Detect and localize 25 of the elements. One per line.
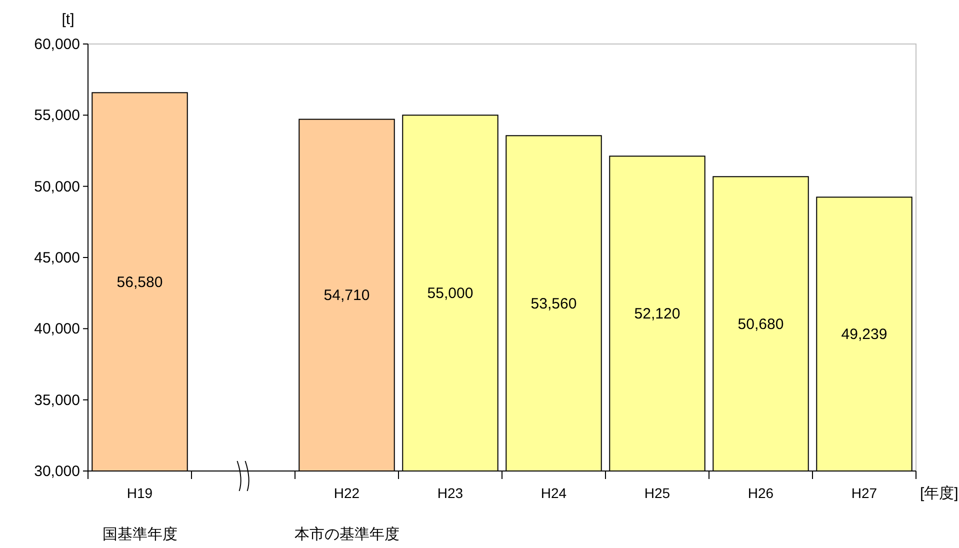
data-label: 56,580: [116, 274, 163, 291]
text: 本市の基準年度: [294, 526, 400, 543]
y-tick-label: 60,000: [34, 36, 80, 53]
x-tick-label: H26: [748, 485, 774, 501]
y-tick-label: 45,000: [34, 250, 80, 266]
x-tick-label: H19: [126, 485, 153, 501]
y-tick-label: 40,000: [34, 320, 80, 338]
x-tick-label: H27: [851, 485, 878, 501]
data-label: 55,000: [427, 285, 474, 302]
data-label: 49,239: [841, 326, 888, 344]
data-label: 52,120: [634, 306, 680, 323]
data-label: 50,680: [738, 316, 784, 333]
x-axis-title: [年度]: [920, 485, 958, 502]
x-tick-label: H24: [540, 485, 567, 501]
x-tick-label: H25: [644, 485, 670, 501]
x-tick-label: H22: [334, 485, 360, 501]
y-tick-label: 50,000: [34, 178, 80, 196]
x-tick-label: H23: [437, 485, 464, 501]
data-label: 54,710: [324, 287, 370, 304]
y-axis-title: [t]: [62, 11, 74, 28]
data-label: 53,560: [530, 295, 577, 312]
y-tick-label: 30,000: [34, 463, 80, 480]
y-tick-label: 35,000: [34, 392, 80, 409]
text: 国基準年度: [102, 526, 178, 543]
y-tick-label: 55,000: [34, 107, 80, 124]
